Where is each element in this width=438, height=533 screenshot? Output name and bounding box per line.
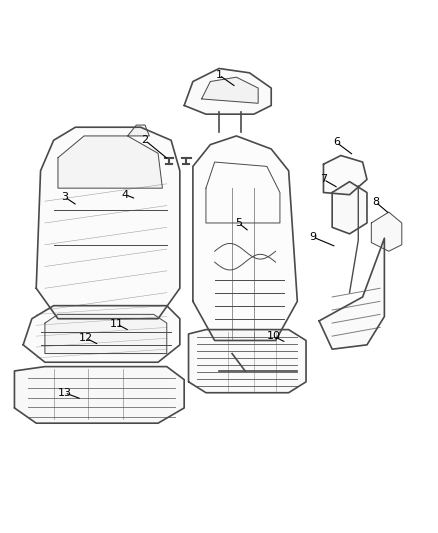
Polygon shape (201, 77, 258, 103)
Polygon shape (127, 125, 149, 136)
Polygon shape (23, 305, 180, 362)
Polygon shape (332, 182, 367, 234)
Text: 12: 12 (79, 333, 93, 343)
Polygon shape (45, 314, 167, 353)
Text: 7: 7 (320, 174, 327, 184)
Text: 11: 11 (110, 319, 124, 329)
Polygon shape (36, 127, 180, 319)
Text: 9: 9 (309, 232, 316, 242)
Text: 13: 13 (57, 387, 71, 398)
Polygon shape (184, 68, 271, 114)
Text: 5: 5 (235, 218, 242, 228)
Text: 4: 4 (122, 190, 129, 200)
Text: 2: 2 (141, 135, 148, 146)
Polygon shape (323, 156, 367, 195)
Polygon shape (319, 238, 385, 349)
Text: 10: 10 (266, 331, 280, 341)
Polygon shape (193, 136, 297, 341)
Polygon shape (14, 367, 184, 423)
Polygon shape (58, 136, 162, 188)
Text: 8: 8 (372, 197, 379, 207)
Text: 6: 6 (333, 138, 340, 148)
Polygon shape (371, 212, 402, 251)
Text: 1: 1 (215, 70, 223, 80)
Polygon shape (188, 329, 306, 393)
Text: 3: 3 (61, 192, 68, 202)
